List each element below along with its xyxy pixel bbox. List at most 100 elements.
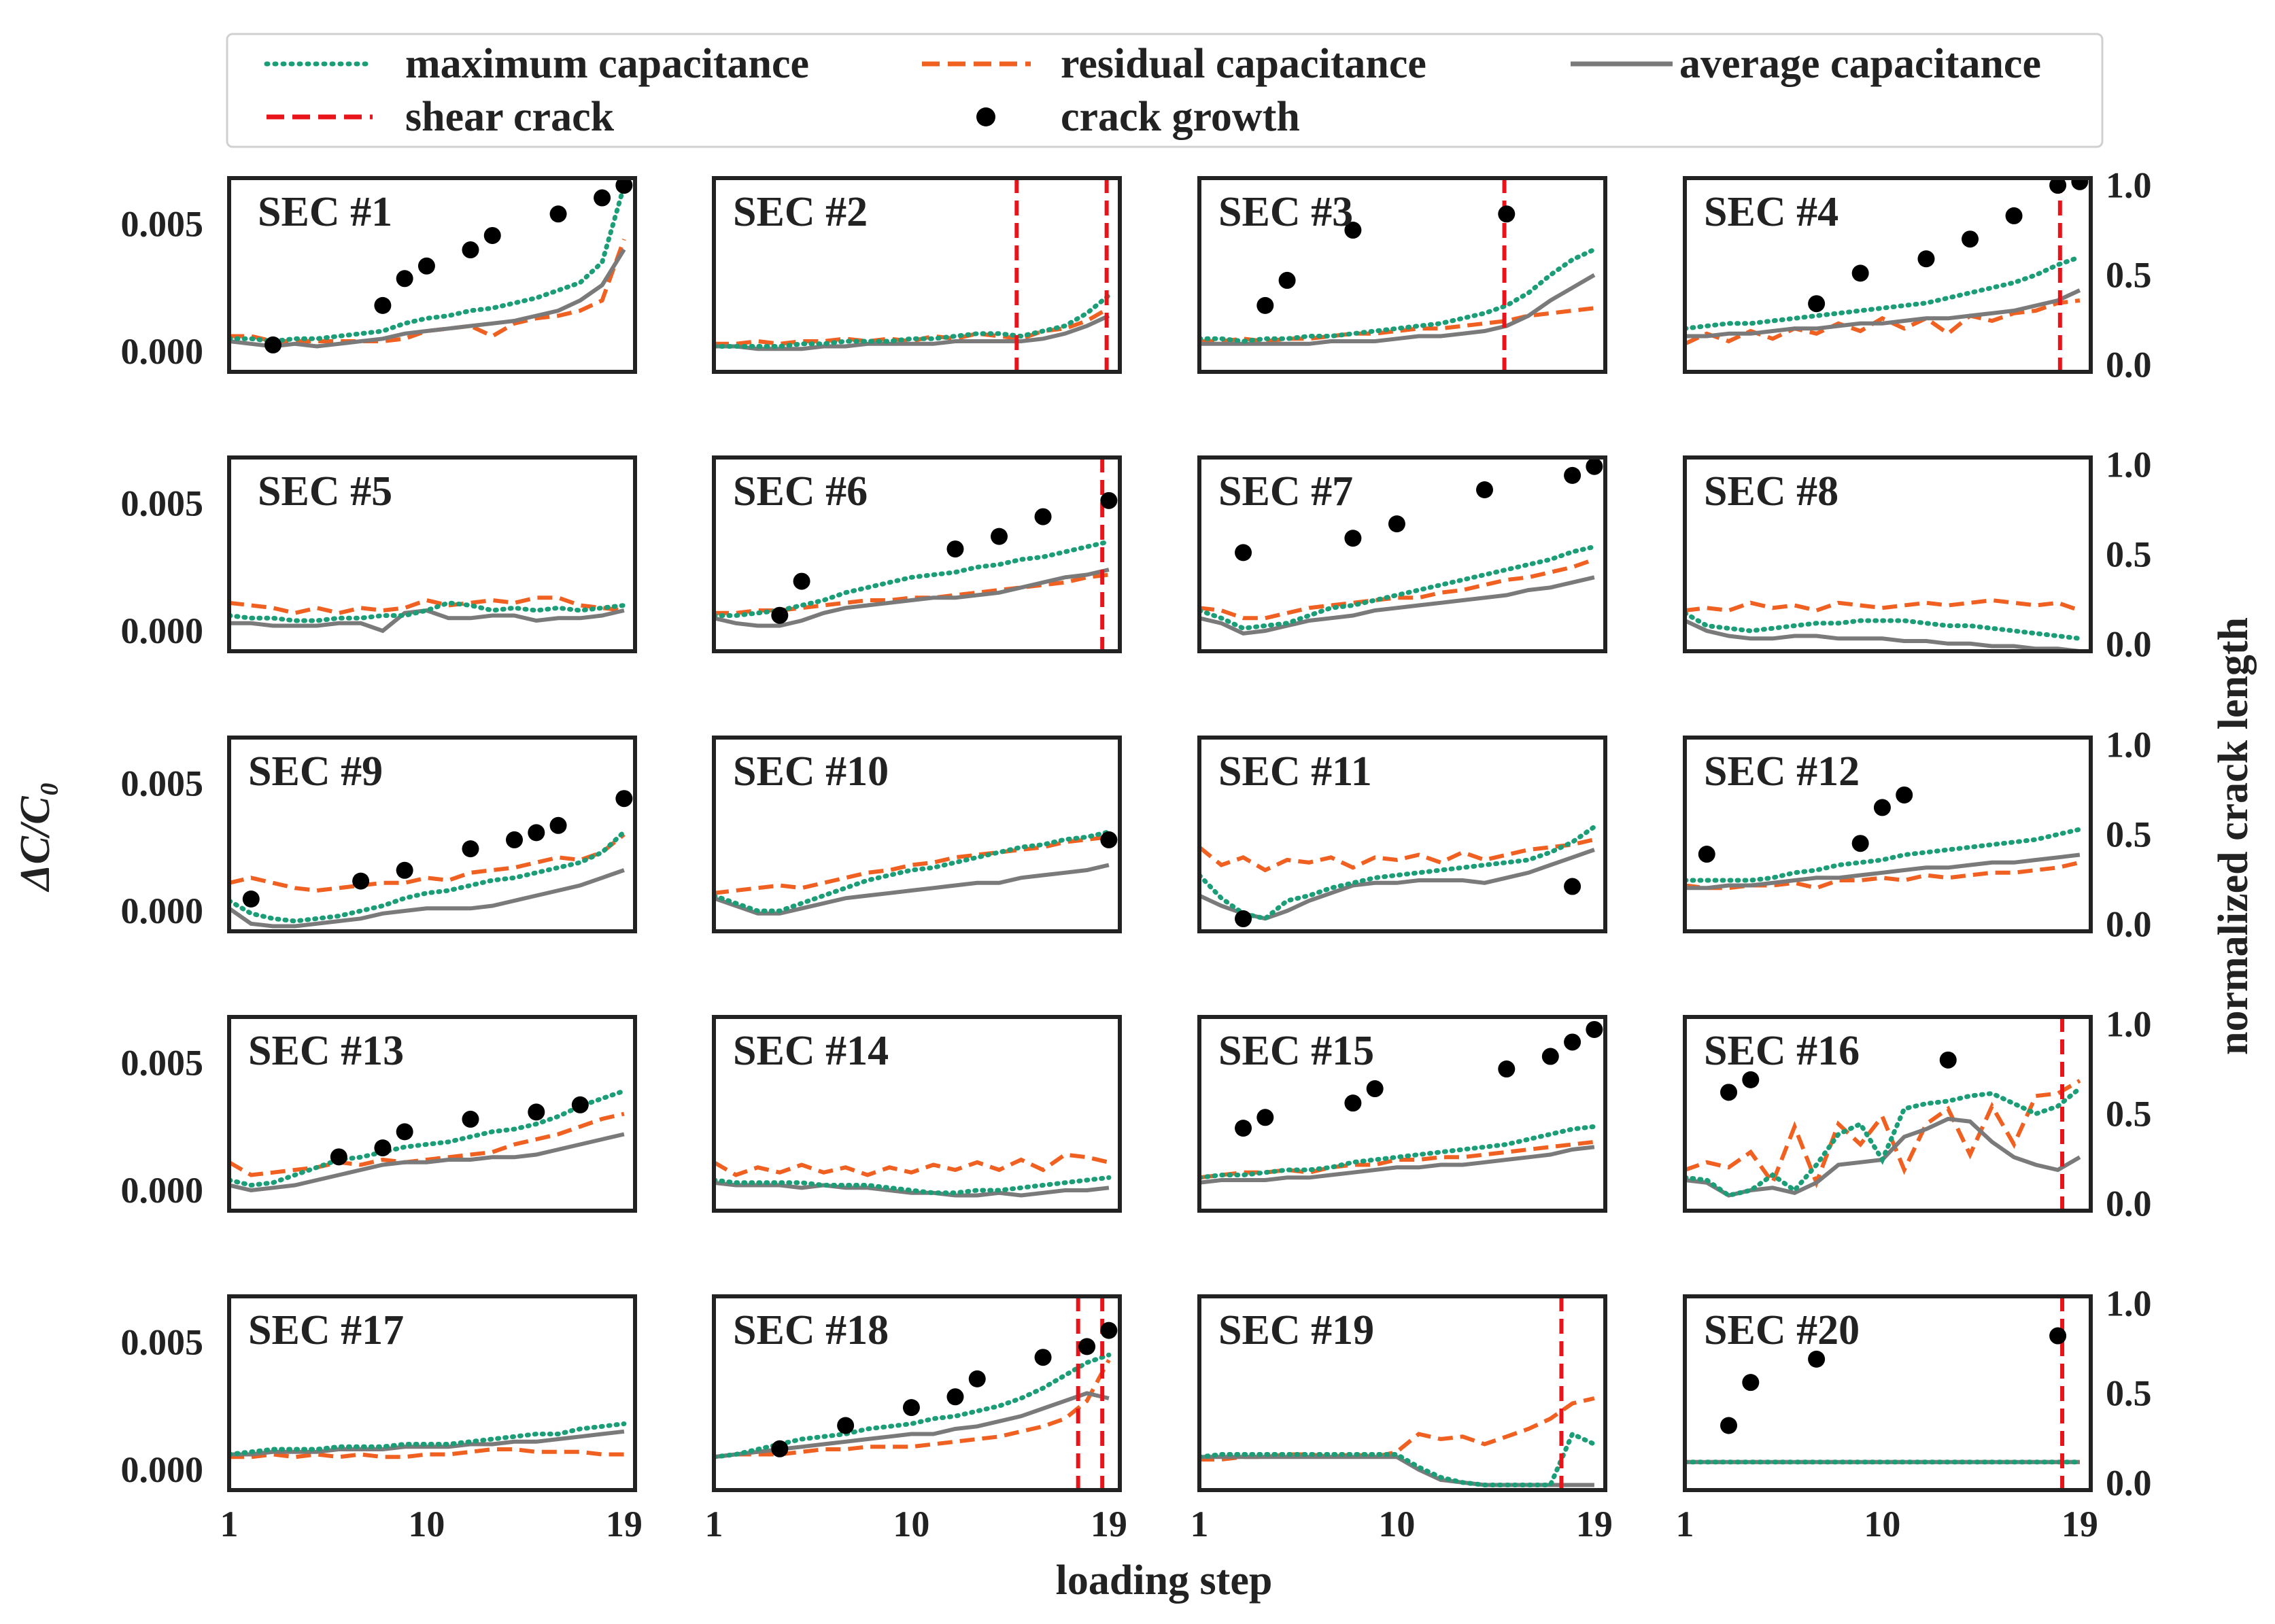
crack-growth-point-sec-18-5: [968, 1370, 986, 1387]
panel-title-sec-7: SEC #7: [1218, 468, 1353, 515]
crack-growth-point-sec-7-6: [1586, 457, 1603, 475]
panel-sec-3: SEC #3: [1197, 176, 1607, 374]
panels: SEC #1 0.000 0.005 SEC #2 SEC #3 SEC #4 0.0 0.5…: [121, 165, 2152, 1544]
max-line-sec-5: [229, 600, 627, 623]
crack-growth-point-sec-9-6: [528, 824, 545, 842]
panel-title-sec-9: SEC #9: [248, 748, 383, 795]
max-line-sec-9: [229, 829, 627, 924]
crack-growth-point-sec-4-5: [2005, 207, 2023, 224]
res-line-sec-16: [1685, 1079, 2081, 1189]
avg-line-sec-15: [1199, 1145, 1595, 1185]
panel-frame-sec-20: [1683, 1294, 2093, 1492]
crack-growth-point-sec-9-1: [242, 891, 260, 908]
y2-tick-label-sec-8-2: 1.0: [2106, 445, 2152, 485]
avg-line-sec-7: [1199, 575, 1595, 636]
avg-line-sec-8: [1685, 619, 2081, 651]
panel-title-sec-12: SEC #12: [1704, 748, 1860, 795]
plot-area-sec-15: [1199, 1020, 1603, 1185]
avg-line-sec-12: [1685, 852, 2081, 891]
crack-growth-point-sec-12-2: [1851, 835, 1869, 852]
panel-sec-14: SEC #14: [712, 1015, 1122, 1213]
panel-sec-18: SEC #18 1 10 19: [705, 1294, 1127, 1544]
crack-growth-point-sec-3-1: [1256, 296, 1274, 314]
plot-area-sec-14: [714, 1152, 1112, 1198]
crack-growth-point-sec-1-3: [396, 270, 413, 288]
crack-growth-point-sec-13-4: [462, 1110, 479, 1128]
crack-growth-point-sec-12-1: [1698, 846, 1715, 863]
y2-axis-label: normalized crack length: [2210, 617, 2257, 1055]
crack-growth-point-sec-4-2: [1851, 264, 1869, 282]
x-tick-label-sec-19-0: 1: [1191, 1504, 1209, 1544]
max-line-sec-6: [714, 539, 1112, 618]
y-tick-label-sec-13-1: 0.005: [121, 1043, 204, 1084]
panel-title-sec-20: SEC #20: [1704, 1307, 1860, 1353]
panel-sec-20: SEC #20 0.0 0.5 1.0 1 10 19: [1676, 1283, 2152, 1544]
legend-label-avg: average capacitance: [1679, 41, 2041, 87]
crack-growth-point-sec-16-2: [1742, 1071, 1760, 1088]
plot-area-sec-11: [1199, 824, 1597, 928]
y-tick-label-sec-17-1: 0.005: [121, 1322, 204, 1363]
crack-growth-point-sec-13-3: [396, 1123, 413, 1141]
panel-sec-4: SEC #4 0.0 0.5 1.0: [1683, 165, 2152, 385]
y2-tick-label-sec-12-0: 0.0: [2106, 903, 2152, 944]
max-line-sec-19: [1199, 1430, 1597, 1487]
avg-line-sec-9: [229, 868, 625, 929]
crack-growth-point-sec-4-7: [2071, 178, 2089, 190]
x-tick-label-sec-17-0: 1: [220, 1504, 239, 1544]
crack-growth-point-sec-12-3: [1873, 799, 1891, 816]
max-line-sec-11: [1199, 824, 1597, 922]
crack-growth-point-sec-18-3: [902, 1399, 920, 1417]
crack-growth-point-sec-11-2: [1564, 878, 1581, 895]
max-line-sec-3: [1199, 247, 1597, 344]
crack-growth-point-sec-13-5: [528, 1103, 545, 1121]
x-tick-label-sec-17-1: 10: [408, 1504, 445, 1544]
panel-frame-sec-2: [712, 176, 1122, 374]
panel-sec-12: SEC #12 0.0 0.5 1.0: [1683, 725, 2152, 944]
plot-area-sec-5: [229, 595, 627, 634]
panel-frame-sec-14: [712, 1015, 1122, 1213]
crack-growth-point-sec-1-9: [615, 178, 633, 194]
panel-sec-19: SEC #19 1 10 19: [1191, 1294, 1613, 1544]
panel-title-sec-3: SEC #3: [1218, 189, 1353, 235]
crack-growth-point-sec-9-7: [549, 816, 567, 834]
crack-growth-point-sec-9-8: [615, 790, 633, 808]
crack-growth-point-sec-13-2: [374, 1139, 392, 1157]
panel-title-sec-15: SEC #15: [1218, 1028, 1374, 1074]
max-line-sec-7: [1199, 544, 1597, 631]
panel-frame-sec-3: [1197, 176, 1607, 374]
panel-sec-9: SEC #9 0.000 0.005: [121, 736, 637, 933]
crack-growth-point-sec-15-1: [1235, 1120, 1252, 1137]
plot-area-sec-4: [1685, 178, 2089, 372]
plot-area-sec-19: [1199, 1296, 1597, 1490]
crack-growth-point-sec-9-2: [352, 872, 370, 890]
avg-line-sec-10: [714, 863, 1110, 916]
panel-frame-sec-4: [1683, 176, 2093, 374]
res-line-sec-1: [229, 238, 626, 343]
y-tick-label-sec-9-1: 0.005: [121, 763, 204, 804]
max-line-sec-2: [714, 293, 1112, 349]
panel-sec-7: SEC #7: [1197, 455, 1607, 653]
panel-title-sec-19: SEC #19: [1218, 1307, 1374, 1353]
panel-title-sec-5: SEC #5: [258, 468, 392, 515]
crack-growth-point-sec-20-1: [1720, 1417, 1738, 1434]
crack-growth-point-sec-3-4: [1498, 205, 1516, 223]
x-tick-label-sec-17-2: 19: [606, 1504, 643, 1544]
panel-sec-6: SEC #6: [712, 455, 1122, 653]
panel-sec-13: SEC #13 0.000 0.005: [121, 1015, 637, 1213]
panel-frame-sec-9: [227, 736, 637, 933]
max-line-sec-10: [714, 829, 1112, 914]
panel-frame-sec-5: [227, 455, 637, 653]
crack-growth-point-sec-7-2: [1344, 530, 1362, 547]
avg-line-sec-6: [714, 568, 1110, 628]
panel-title-sec-10: SEC #10: [733, 748, 889, 795]
crack-growth-point-sec-6-4: [991, 528, 1008, 545]
y2-tick-label-sec-20-1: 0.5: [2106, 1373, 2152, 1414]
res-line-sec-14: [714, 1152, 1110, 1177]
y2-tick-label-sec-20-2: 1.0: [2106, 1283, 2152, 1324]
crack-growth-point-sec-12-4: [1896, 786, 1913, 804]
max-line-sec-1: [229, 183, 627, 344]
legend-marker-growth: [976, 107, 995, 126]
y2-tick-label-sec-4-1: 0.5: [2106, 255, 2152, 296]
avg-line-sec-4: [1685, 288, 2081, 339]
y-tick-label-sec-9-0: 0.000: [121, 891, 204, 931]
